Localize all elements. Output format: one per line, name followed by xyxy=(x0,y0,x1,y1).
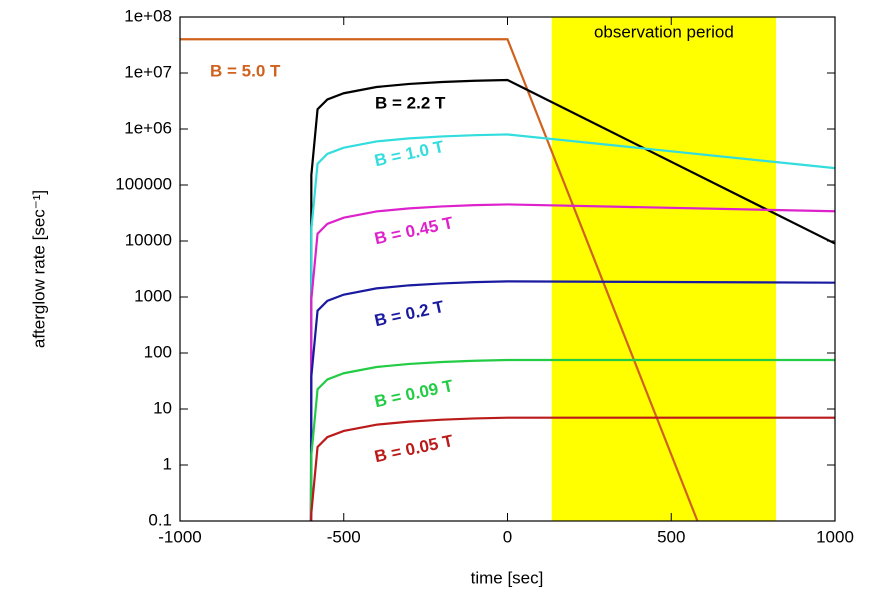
series-line xyxy=(309,280,835,521)
lines-layer xyxy=(180,38,835,521)
x-tick-label: 0 xyxy=(503,527,512,546)
series-label: B = 0.45 T xyxy=(373,213,456,248)
series-label: B = 0.09 T xyxy=(373,376,456,411)
y-tick-label: 1e+07 xyxy=(124,62,172,81)
y-tick-label: 10 xyxy=(153,398,172,417)
series-label: B = 1.0 T xyxy=(373,137,446,170)
series-label: B = 0.2 T xyxy=(373,297,446,330)
series-label: B = 2.2 T xyxy=(375,93,446,112)
series-label: B = 0.05 T xyxy=(373,431,456,466)
shaded-region xyxy=(551,17,777,521)
series-line xyxy=(309,416,835,521)
y-tick-label: 100 xyxy=(144,342,172,361)
y-axis-label: afterglow rate [sec⁻¹] xyxy=(29,190,48,348)
series-line xyxy=(309,78,835,521)
y-tick-label: 100000 xyxy=(115,174,172,193)
y-tick-label: 10000 xyxy=(125,230,172,249)
series-line xyxy=(309,133,835,521)
background-layer xyxy=(551,17,777,521)
series-label: B = 5.0 T xyxy=(210,61,281,80)
y-tick-label: 1000 xyxy=(134,286,172,305)
x-tick-label: -500 xyxy=(327,527,361,546)
x-tick-label: -1000 xyxy=(158,527,201,546)
region-label: observation period xyxy=(594,22,734,41)
x-axis-label: time [sec] xyxy=(471,568,544,587)
x-tick-label: 500 xyxy=(657,527,685,546)
x-tick-label: 1000 xyxy=(816,527,854,546)
y-tick-label: 0.1 xyxy=(148,510,172,529)
series-line xyxy=(309,358,835,521)
plot-frame xyxy=(179,16,836,522)
y-tick-label: 1e+06 xyxy=(124,118,172,137)
y-tick-label: 1 xyxy=(163,454,172,473)
series-line xyxy=(309,203,835,521)
y-tick-label: 1e+08 xyxy=(124,6,172,25)
